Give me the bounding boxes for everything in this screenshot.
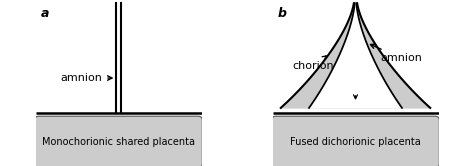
FancyBboxPatch shape xyxy=(272,116,439,166)
Text: amnion: amnion xyxy=(60,73,112,83)
Text: chorion: chorion xyxy=(292,56,334,71)
Polygon shape xyxy=(309,3,402,108)
Text: a: a xyxy=(40,7,49,20)
Text: Fused dichorionic placenta: Fused dichorionic placenta xyxy=(290,137,421,147)
Text: b: b xyxy=(277,7,286,20)
Text: Monochorionic shared placenta: Monochorionic shared placenta xyxy=(42,137,195,147)
Text: amnion: amnion xyxy=(371,44,422,63)
Polygon shape xyxy=(281,3,430,108)
FancyBboxPatch shape xyxy=(35,116,202,166)
